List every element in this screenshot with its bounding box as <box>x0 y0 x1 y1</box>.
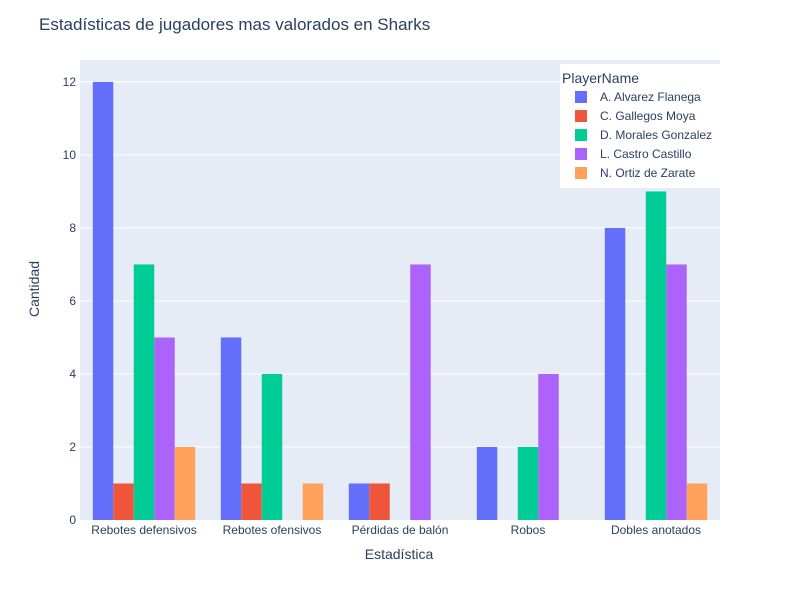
bar[interactable] <box>517 446 539 520</box>
bar[interactable] <box>348 483 370 520</box>
legend-swatch <box>575 91 587 103</box>
x-tick-label: Rebotes ofensivos <box>223 523 322 537</box>
legend-label: A. Alvarez Flanega <box>600 90 701 104</box>
x-tick-label: Rebotes defensivos <box>91 523 196 537</box>
y-axis-ticks: 0 2 4 6 8 10 12 <box>63 75 77 527</box>
bar[interactable] <box>666 264 687 520</box>
legend-label: C. Gallegos Moya <box>600 109 696 123</box>
bar[interactable] <box>261 373 283 520</box>
bar[interactable] <box>686 483 708 520</box>
y-tick-label: 0 <box>69 513 76 527</box>
legend-swatch <box>575 110 587 122</box>
legend-label: N. Ortiz de Zarate <box>600 166 696 180</box>
bar[interactable] <box>410 264 431 520</box>
y-tick-label: 12 <box>63 75 77 89</box>
bar[interactable] <box>645 191 667 520</box>
bar[interactable] <box>113 483 134 520</box>
x-axis-label: Estadística <box>365 546 434 562</box>
y-tick-label: 8 <box>69 221 76 235</box>
bar[interactable] <box>133 264 155 520</box>
bar[interactable] <box>604 227 626 520</box>
legend-label: L. Castro Castillo <box>600 147 692 161</box>
legend-item[interactable]: N. Ortiz de Zarate <box>575 166 696 180</box>
bar[interactable] <box>174 446 196 520</box>
y-tick-label: 2 <box>69 440 76 454</box>
y-tick-label: 4 <box>69 367 76 381</box>
legend-swatch <box>575 148 587 160</box>
bar[interactable] <box>154 337 175 520</box>
bar[interactable] <box>92 81 114 521</box>
y-axis-label: Cantidad <box>26 261 42 317</box>
legend-item[interactable]: D. Morales Gonzalez <box>575 128 712 142</box>
legend-item[interactable]: A. Alvarez Flanega <box>575 90 701 104</box>
y-tick-label: 10 <box>63 148 77 162</box>
bar[interactable] <box>476 446 498 520</box>
bar[interactable] <box>302 483 324 520</box>
legend-item[interactable]: L. Castro Castillo <box>575 147 692 161</box>
x-tick-label: Pérdidas de balón <box>352 523 449 537</box>
legend-title: PlayerName <box>562 70 639 86</box>
legend-items[interactable]: A. Alvarez Flanega C. Gallegos Moya D. Mor… <box>575 90 712 180</box>
y-tick-label: 6 <box>69 294 76 308</box>
legend[interactable]: PlayerName A. Alvarez Flanega C. Gallegos… <box>560 64 720 188</box>
x-tick-label: Dobles anotados <box>611 523 701 537</box>
bar[interactable] <box>220 337 242 520</box>
legend-item[interactable]: C. Gallegos Moya <box>575 109 696 123</box>
bar[interactable] <box>241 483 262 520</box>
chart-title: Estadísticas de jugadores mas valorados … <box>39 15 430 34</box>
x-tick-label: Robos <box>511 523 546 537</box>
legend-label: D. Morales Gonzalez <box>600 128 712 142</box>
bar[interactable] <box>369 483 390 520</box>
x-axis-ticks: Rebotes defensivos Rebotes ofensivos Pérdi… <box>91 523 701 537</box>
bar[interactable] <box>538 373 559 520</box>
bars <box>92 81 708 521</box>
legend-swatch <box>575 129 587 141</box>
legend-swatch <box>575 167 587 179</box>
